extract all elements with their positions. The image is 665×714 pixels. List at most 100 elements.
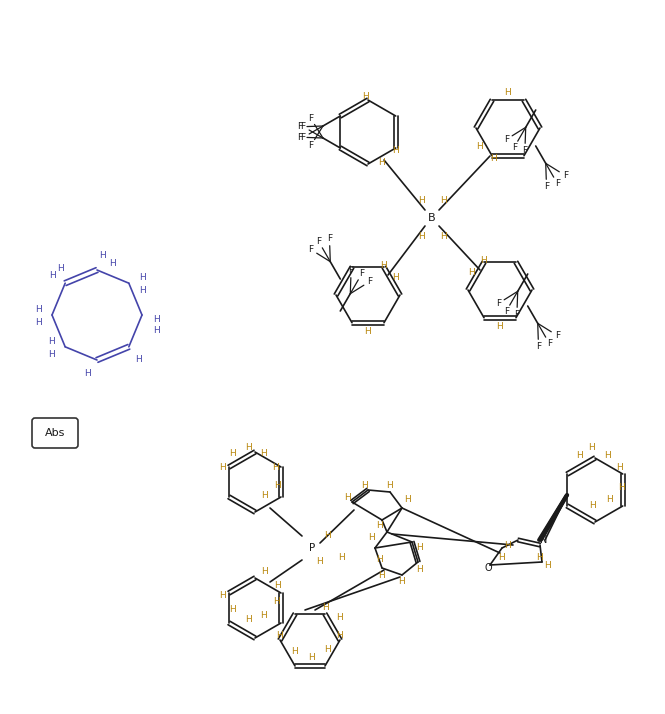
Text: H: H [261, 610, 267, 620]
Text: H: H [380, 261, 388, 269]
Text: H: H [604, 451, 611, 460]
Text: H: H [338, 553, 345, 563]
Text: H: H [386, 481, 394, 490]
Text: H: H [577, 451, 583, 460]
Text: H: H [219, 463, 225, 471]
Text: H: H [325, 645, 331, 655]
Text: H: H [261, 568, 269, 576]
Text: H: H [441, 231, 448, 241]
Text: H: H [362, 91, 369, 101]
Text: H: H [378, 158, 386, 166]
Text: H: H [245, 615, 251, 625]
Text: H: H [35, 304, 41, 313]
Text: H: H [499, 553, 505, 563]
Text: H: H [229, 605, 235, 615]
Text: H: H [309, 653, 315, 663]
Text: H: H [98, 251, 105, 259]
Text: H: H [469, 268, 475, 276]
Text: F: F [297, 133, 303, 141]
Text: N: N [540, 535, 548, 545]
Text: Abs: Abs [45, 428, 65, 438]
Text: H: H [545, 560, 551, 570]
Text: H: H [378, 570, 386, 580]
Text: H: H [336, 630, 343, 640]
Text: F: F [308, 141, 313, 150]
Text: O: O [484, 563, 492, 573]
Text: H: H [108, 258, 115, 268]
Text: H: H [417, 543, 424, 553]
Text: H: H [219, 590, 225, 600]
Text: H: H [497, 321, 503, 331]
Text: F: F [555, 331, 560, 340]
Text: H: H [84, 368, 90, 378]
Text: H: H [441, 196, 448, 204]
Text: H: H [419, 231, 426, 241]
Text: H: H [376, 555, 384, 565]
Text: F: F [297, 122, 303, 131]
Text: F: F [301, 122, 306, 131]
Text: F: F [563, 171, 568, 180]
Text: H: H [140, 286, 146, 295]
Text: F: F [348, 266, 354, 275]
Text: H: H [392, 146, 400, 154]
Text: F: F [308, 114, 313, 123]
Text: H: H [35, 318, 41, 326]
Text: H: H [590, 501, 597, 510]
Text: H: H [505, 540, 511, 550]
Text: H: H [477, 141, 483, 151]
Text: F: F [522, 146, 527, 155]
Text: H: H [273, 463, 279, 473]
Text: H: H [153, 326, 160, 334]
Text: H: H [273, 598, 281, 606]
Text: F: F [536, 342, 541, 351]
Text: H: H [48, 351, 55, 359]
Text: H: H [364, 326, 371, 336]
Text: H: H [616, 463, 623, 473]
Text: F: F [547, 338, 552, 348]
Text: H: H [136, 356, 142, 364]
Text: H: H [261, 491, 269, 501]
Text: F: F [511, 143, 517, 152]
Text: H: H [48, 337, 55, 346]
Text: H: H [505, 88, 511, 96]
Text: H: H [323, 603, 329, 613]
Text: H: H [589, 443, 595, 451]
Text: H: H [398, 578, 406, 586]
Text: H: H [277, 630, 283, 640]
Text: P: P [309, 543, 315, 553]
Text: H: H [275, 580, 281, 590]
Text: H: H [140, 273, 146, 282]
Text: H: H [49, 271, 56, 280]
Text: H: H [481, 256, 487, 264]
Text: F: F [367, 277, 372, 286]
Text: F: F [308, 245, 313, 254]
Text: H: H [229, 448, 235, 458]
Text: H: H [336, 613, 343, 623]
Text: F: F [327, 234, 332, 243]
Text: H: H [57, 263, 64, 273]
Text: F: F [555, 178, 560, 188]
Text: F: F [544, 182, 549, 191]
Text: H: H [275, 481, 281, 490]
Text: F: F [301, 133, 306, 142]
Text: F: F [495, 299, 501, 308]
Text: F: F [359, 269, 364, 278]
Text: F: F [503, 307, 509, 316]
Text: H: H [606, 496, 613, 505]
Text: H: H [368, 533, 375, 543]
Text: H: H [344, 493, 351, 503]
Text: H: H [325, 531, 331, 540]
Text: H: H [618, 483, 625, 493]
Text: H: H [292, 648, 299, 656]
Text: B: B [428, 213, 436, 223]
Text: F: F [317, 237, 321, 246]
Text: H: H [537, 553, 543, 563]
Text: H: H [376, 521, 384, 530]
Text: H: H [419, 196, 426, 204]
Text: H: H [261, 448, 267, 458]
Text: H: H [417, 565, 424, 575]
Text: H: H [491, 154, 497, 163]
FancyBboxPatch shape [32, 418, 78, 448]
Text: H: H [404, 496, 412, 505]
Text: H: H [362, 481, 368, 490]
